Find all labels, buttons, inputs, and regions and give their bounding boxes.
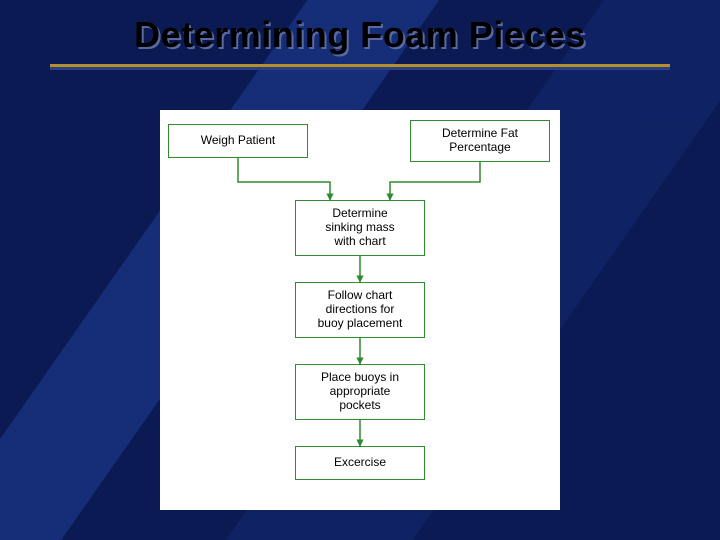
- flowchart-node-label: Excercise: [334, 456, 386, 470]
- flowchart-node-label: Place buoys in appropriate pockets: [321, 371, 399, 412]
- slide: Determining Foam Pieces Weigh Patient Det…: [0, 0, 720, 540]
- flowchart-node: Weigh Patient: [168, 124, 308, 158]
- flowchart-node: Determine Fat Percentage: [410, 120, 550, 162]
- flowchart-node-label: Determine sinking mass with chart: [325, 207, 394, 248]
- title-underline: [50, 64, 670, 70]
- flowchart-node: Determine sinking mass with chart: [295, 200, 425, 256]
- flowchart-node-label: Follow chart directions for buoy placeme…: [318, 289, 403, 330]
- flowchart-node: Follow chart directions for buoy placeme…: [295, 282, 425, 338]
- flowchart-node-label: Weigh Patient: [201, 134, 276, 148]
- page-title-text: Determining Foam Pieces: [134, 14, 586, 55]
- page-title: Determining Foam Pieces: [0, 14, 720, 56]
- flowchart-edge: [390, 162, 480, 200]
- flowchart-node-label: Determine Fat Percentage: [442, 127, 518, 155]
- flowchart-node: Excercise: [295, 446, 425, 480]
- flowchart-edge: [238, 158, 330, 200]
- flowchart-panel: Weigh Patient Determine Fat Percentage Det…: [160, 110, 560, 510]
- flowchart-node: Place buoys in appropriate pockets: [295, 364, 425, 420]
